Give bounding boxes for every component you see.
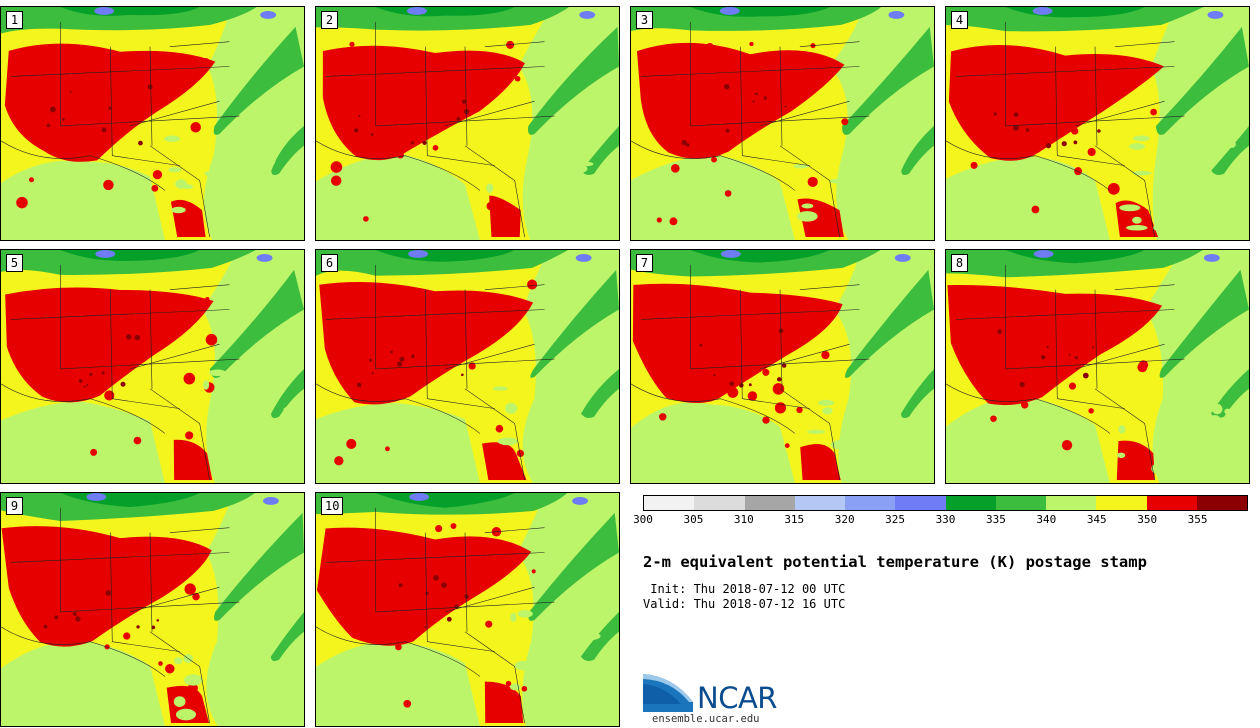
colorbar-tick-label: 315	[784, 513, 805, 526]
colorbar-tick-label: 305	[683, 513, 704, 526]
colorbar-tick-label: 345	[1086, 513, 1107, 526]
colorbar-tick-label: 330	[935, 513, 956, 526]
ncar-logo-icon	[643, 674, 693, 712]
map-image	[946, 250, 1249, 483]
stamp-label: 8	[951, 254, 968, 272]
map-image	[631, 7, 934, 240]
colorbar-swatch	[1096, 496, 1147, 510]
colorbar-swatch	[744, 496, 795, 510]
stamp-panel-8: 8	[945, 249, 1250, 484]
colorbar-swatch	[794, 496, 845, 510]
logo-text: NCAR	[697, 681, 777, 715]
stamp-panel-9: 9	[0, 492, 305, 727]
colorbar-swatch	[895, 496, 946, 510]
stamp-panel-3: 3	[630, 6, 935, 241]
stamp-label: 9	[6, 497, 23, 515]
colorbar-tick-label: 340	[1036, 513, 1057, 526]
stamp-label: 10	[321, 497, 344, 515]
stamp-panel-6: 6	[315, 249, 620, 484]
colorbar-swatch	[1196, 496, 1247, 510]
stamp-label: 2	[321, 11, 338, 29]
stamp-label: 1	[6, 11, 23, 29]
init-time: Init: Thu 2018-07-12 00 UTC	[643, 582, 846, 596]
stamp-label: 4	[951, 11, 968, 29]
stamp-panel-4: 4	[945, 6, 1250, 241]
colorbar-tick-label: 300	[633, 513, 653, 526]
colorbar-tick-label: 325	[885, 513, 906, 526]
colorbar-swatch	[1046, 496, 1097, 510]
page-title: 2-m equivalent potential temperature (K)…	[643, 553, 1147, 571]
colorbar-tick-label: 335	[985, 513, 1006, 526]
map-image	[316, 7, 619, 240]
stamp-panel-5: 5	[0, 249, 305, 484]
stamp-panel-2: 2	[315, 6, 620, 241]
colorbar-ticks: 300 305 310 315 320 325 330 335 340 345 350 355	[633, 513, 1248, 529]
map-image	[631, 250, 934, 483]
stamp-panel-7: 7	[630, 249, 935, 484]
colorbar-tick-label: 310	[733, 513, 754, 526]
colorbar-swatch	[644, 496, 695, 510]
map-image	[316, 493, 619, 726]
colorbar	[643, 495, 1248, 511]
map-image	[1, 7, 304, 240]
stamp-label: 3	[636, 11, 653, 29]
colorbar-tick-label: 350	[1137, 513, 1158, 526]
colorbar-swatch	[694, 496, 745, 510]
colorbar-swatch	[845, 496, 896, 510]
colorbar-swatch	[945, 496, 996, 510]
map-image	[946, 7, 1249, 240]
stamp-panel-1: 1	[0, 6, 305, 241]
colorbar-swatch	[1146, 496, 1197, 510]
colorbar-tick-label: 355	[1187, 513, 1208, 526]
stamp-panel-10: 10	[315, 492, 620, 727]
logo-url: ensemble.ucar.edu	[652, 713, 760, 725]
map-image	[1, 493, 304, 726]
colorbar-tick-label: 320	[834, 513, 855, 526]
map-image	[316, 250, 619, 483]
map-image	[1, 250, 304, 483]
stamp-label: 6	[321, 254, 338, 272]
colorbar-swatch	[995, 496, 1046, 510]
stamp-label: 7	[636, 254, 653, 272]
valid-time: Valid: Thu 2018-07-12 16 UTC	[643, 597, 846, 611]
stamp-label: 5	[6, 254, 23, 272]
